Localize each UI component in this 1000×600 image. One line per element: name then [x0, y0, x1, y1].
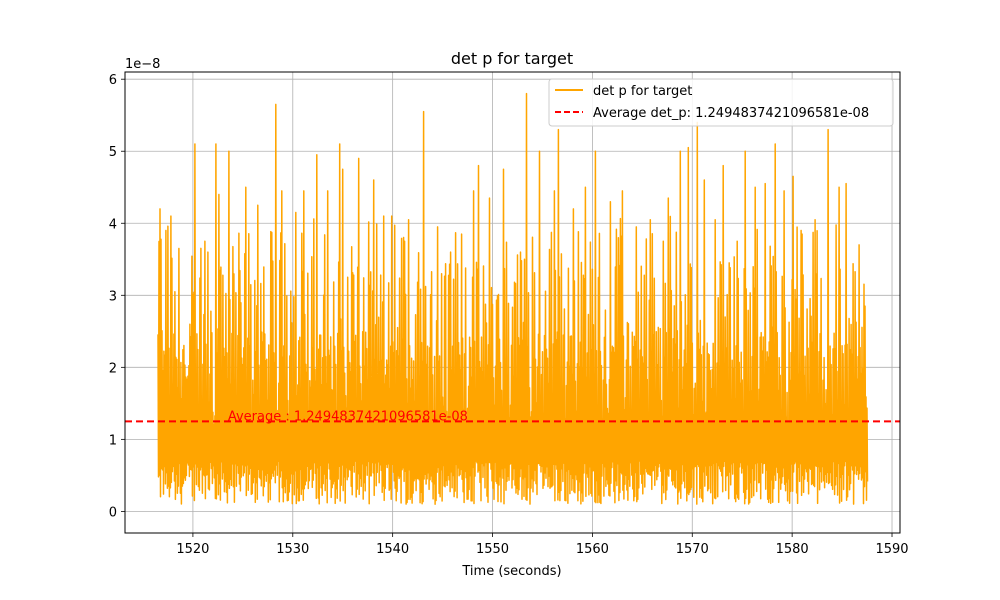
y-tick-label: 6 [109, 73, 117, 88]
ticks-layer: 1520 1530 1540 1550 1560 1570 1580 1590 0 1 2 3 4 5 6 [109, 73, 909, 557]
legend: det p for target Average det_p: 1.249483… [548, 78, 894, 127]
x-axis-title: Time (seconds) [461, 564, 561, 579]
x-tick-label: 1540 [376, 542, 409, 557]
y-tick-label: 1 [109, 433, 117, 448]
y-tick-label: 2 [109, 361, 117, 376]
y-axis-offset-label: 1e−8 [125, 57, 160, 72]
legend-label-series: det p for target [593, 84, 692, 99]
y-tick-label: 3 [109, 289, 117, 304]
legend-label-average: Average det_p: 1.2494837421096581e-08 [593, 106, 869, 121]
axes-frame [124, 71, 901, 534]
x-tick-label: 1590 [875, 542, 908, 557]
x-tick-label: 1570 [676, 542, 709, 557]
y-tick-label: 0 [109, 505, 117, 520]
x-tick-label: 1530 [276, 542, 309, 557]
axes-border [124, 71, 901, 534]
x-tick-label: 1580 [776, 542, 809, 557]
x-tick-label: 1550 [476, 542, 509, 557]
average-annotation: Average : 1.2494837421096581e-08 [228, 409, 468, 424]
series-line-det-p [157, 92, 869, 505]
legend-box [548, 78, 894, 127]
data-layer: Average : 1.2494837421096581e-08 [125, 92, 900, 505]
x-tick-label: 1560 [576, 542, 609, 557]
chart-title: det p for target [451, 49, 573, 68]
y-tick-label: 5 [109, 145, 117, 160]
y-tick-label: 4 [109, 217, 117, 232]
x-tick-label: 1520 [176, 542, 209, 557]
